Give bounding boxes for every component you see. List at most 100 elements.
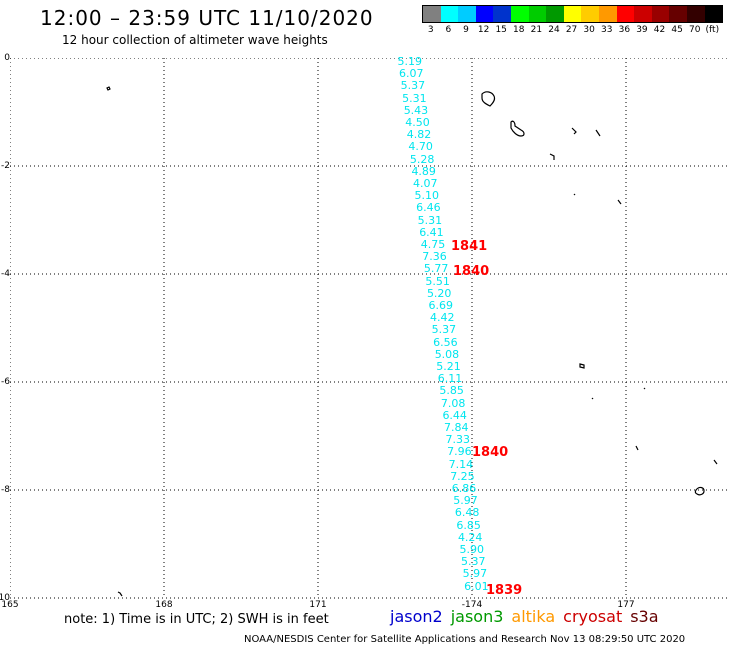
- scale-label: 39: [636, 25, 648, 35]
- swh-value: 7.08: [440, 396, 466, 410]
- x-tick-label: 177: [617, 600, 635, 610]
- page-subtitle: 12 hour collection of altimeter wave hei…: [62, 33, 328, 47]
- scale-swatch: [598, 6, 617, 22]
- color-scale-bar: [422, 5, 724, 23]
- time-label: 1841: [451, 239, 488, 254]
- y-tick-label: -2: [1, 161, 10, 171]
- scale-swatch: [475, 6, 494, 22]
- scale-swatch: [458, 6, 476, 22]
- swh-value: 4.24: [457, 530, 483, 544]
- swh-value: 6.01: [464, 579, 489, 593]
- swh-value: 6.46: [416, 201, 441, 215]
- swh-value: 6.11: [437, 372, 463, 386]
- scale-swatch: [651, 6, 670, 22]
- swh-value: 7.96: [447, 445, 472, 459]
- swh-value: 5.37: [431, 323, 457, 337]
- satellite-name: jason3: [450, 607, 504, 626]
- x-tick-label: 165: [1, 600, 19, 610]
- scale-label: 70: [688, 25, 701, 35]
- scale-swatch: [423, 6, 441, 22]
- swh-value: 5.31: [402, 91, 427, 105]
- scale-label: 12: [477, 25, 490, 35]
- swh-value: 4.82: [406, 128, 432, 142]
- scale-label: 3: [427, 25, 434, 35]
- swh-value: 6.69: [428, 299, 454, 312]
- wave-height-map: [10, 58, 730, 599]
- footer-credit: NOAA/NESDIS Center for Satellite Applica…: [244, 634, 686, 645]
- swh-value: 5.10: [414, 189, 440, 203]
- swh-value: 5.90: [459, 543, 485, 556]
- satellite-name: s3a: [630, 607, 659, 626]
- scale-label: 18: [513, 25, 525, 35]
- swh-value: 6.85: [456, 518, 481, 532]
- swh-value: 5.43: [403, 103, 429, 117]
- note-text: note: 1) Time is in UTC; 2) SWH is in fe…: [64, 612, 329, 627]
- scale-swatch: [581, 6, 599, 22]
- scale-swatch: [704, 6, 723, 22]
- swh-value: 5.21: [436, 360, 461, 373]
- swh-value: 6.07: [399, 67, 424, 81]
- swh-value: 7.25: [450, 469, 475, 483]
- scale-label: 9: [463, 25, 469, 35]
- swh-value: 6.44: [442, 408, 467, 422]
- swh-value: 4.70: [408, 140, 433, 154]
- satellite-name: altika: [511, 607, 556, 626]
- scale-label: 45: [671, 25, 683, 35]
- swh-value: 4.07: [413, 177, 438, 190]
- swh-value: 4.75: [420, 238, 446, 251]
- color-scale-legend: 3 6 9 12 15 18 21 24 27 30 33 36 39 42 45 70 (ft): [422, 5, 724, 35]
- scale-swatch: [634, 6, 652, 22]
- swh-value: 7.36: [422, 250, 447, 264]
- scale-label: 21: [530, 25, 543, 35]
- scale-swatch: [546, 6, 564, 22]
- scale-swatch: [563, 6, 582, 22]
- y-tick-label: -10: [0, 593, 10, 603]
- swh-value: 7.84: [444, 421, 469, 434]
- swh-value: 5.37: [400, 79, 426, 93]
- y-tick-label: -4: [1, 269, 10, 279]
- y-tick-label: 0: [4, 53, 10, 63]
- x-tick-label: 171: [309, 600, 327, 610]
- swh-value: 7.33: [445, 433, 471, 447]
- satellite-legend: jason2 jason3 altika cryosat s3a: [390, 607, 667, 626]
- scale-label: 24: [548, 25, 560, 35]
- color-scale-labels: 3 6 9 12 15 18 21 24 27 30 33 36 39 42 45 70 (ft): [422, 25, 723, 35]
- scale-swatch: [686, 6, 705, 22]
- swh-value: 6.56: [433, 335, 458, 349]
- swh-value: 5.97: [453, 494, 478, 508]
- swh-value: 5.19: [397, 55, 423, 68]
- swh-value: 5.37: [461, 555, 486, 569]
- scale-swatch: [528, 6, 547, 22]
- scale-label: 42: [653, 25, 666, 35]
- swh-value: 6.41: [419, 225, 444, 239]
- scale-label: 30: [583, 25, 595, 35]
- swh-value: 4.50: [405, 116, 430, 129]
- x-tick-label: -174: [461, 600, 483, 610]
- swh-value: 5.28: [409, 152, 435, 166]
- y-tick-label: -8: [1, 485, 10, 495]
- scale-swatch: [616, 6, 635, 22]
- swh-value: 4.42: [430, 311, 455, 325]
- time-label: 1840: [472, 445, 509, 460]
- scale-label: 15: [495, 25, 507, 35]
- swh-value: 4.89: [411, 164, 436, 178]
- scale-label: 33: [601, 25, 613, 35]
- swh-value: 5.31: [417, 213, 443, 227]
- swh-value: 5.77: [423, 262, 449, 276]
- swh-value: 5.20: [426, 286, 452, 300]
- swh-value: 7.14: [448, 457, 474, 471]
- y-tick-label: -6: [1, 377, 10, 387]
- scale-swatch: [669, 6, 687, 22]
- scale-label: 27: [565, 25, 578, 35]
- scale-swatch: [440, 6, 459, 22]
- swh-value: 5.08: [434, 347, 460, 361]
- time-label: 1840: [453, 264, 490, 279]
- satellite-name: cryosat: [563, 607, 623, 626]
- x-tick-label: 168: [155, 600, 173, 610]
- satellite-name: jason2: [390, 607, 443, 626]
- swh-value: 6.48: [454, 506, 480, 520]
- time-label: 1839: [486, 583, 523, 598]
- swh-value: 6.86: [451, 482, 477, 495]
- swh-value: 5.85: [439, 384, 464, 398]
- scale-swatch: [493, 6, 511, 22]
